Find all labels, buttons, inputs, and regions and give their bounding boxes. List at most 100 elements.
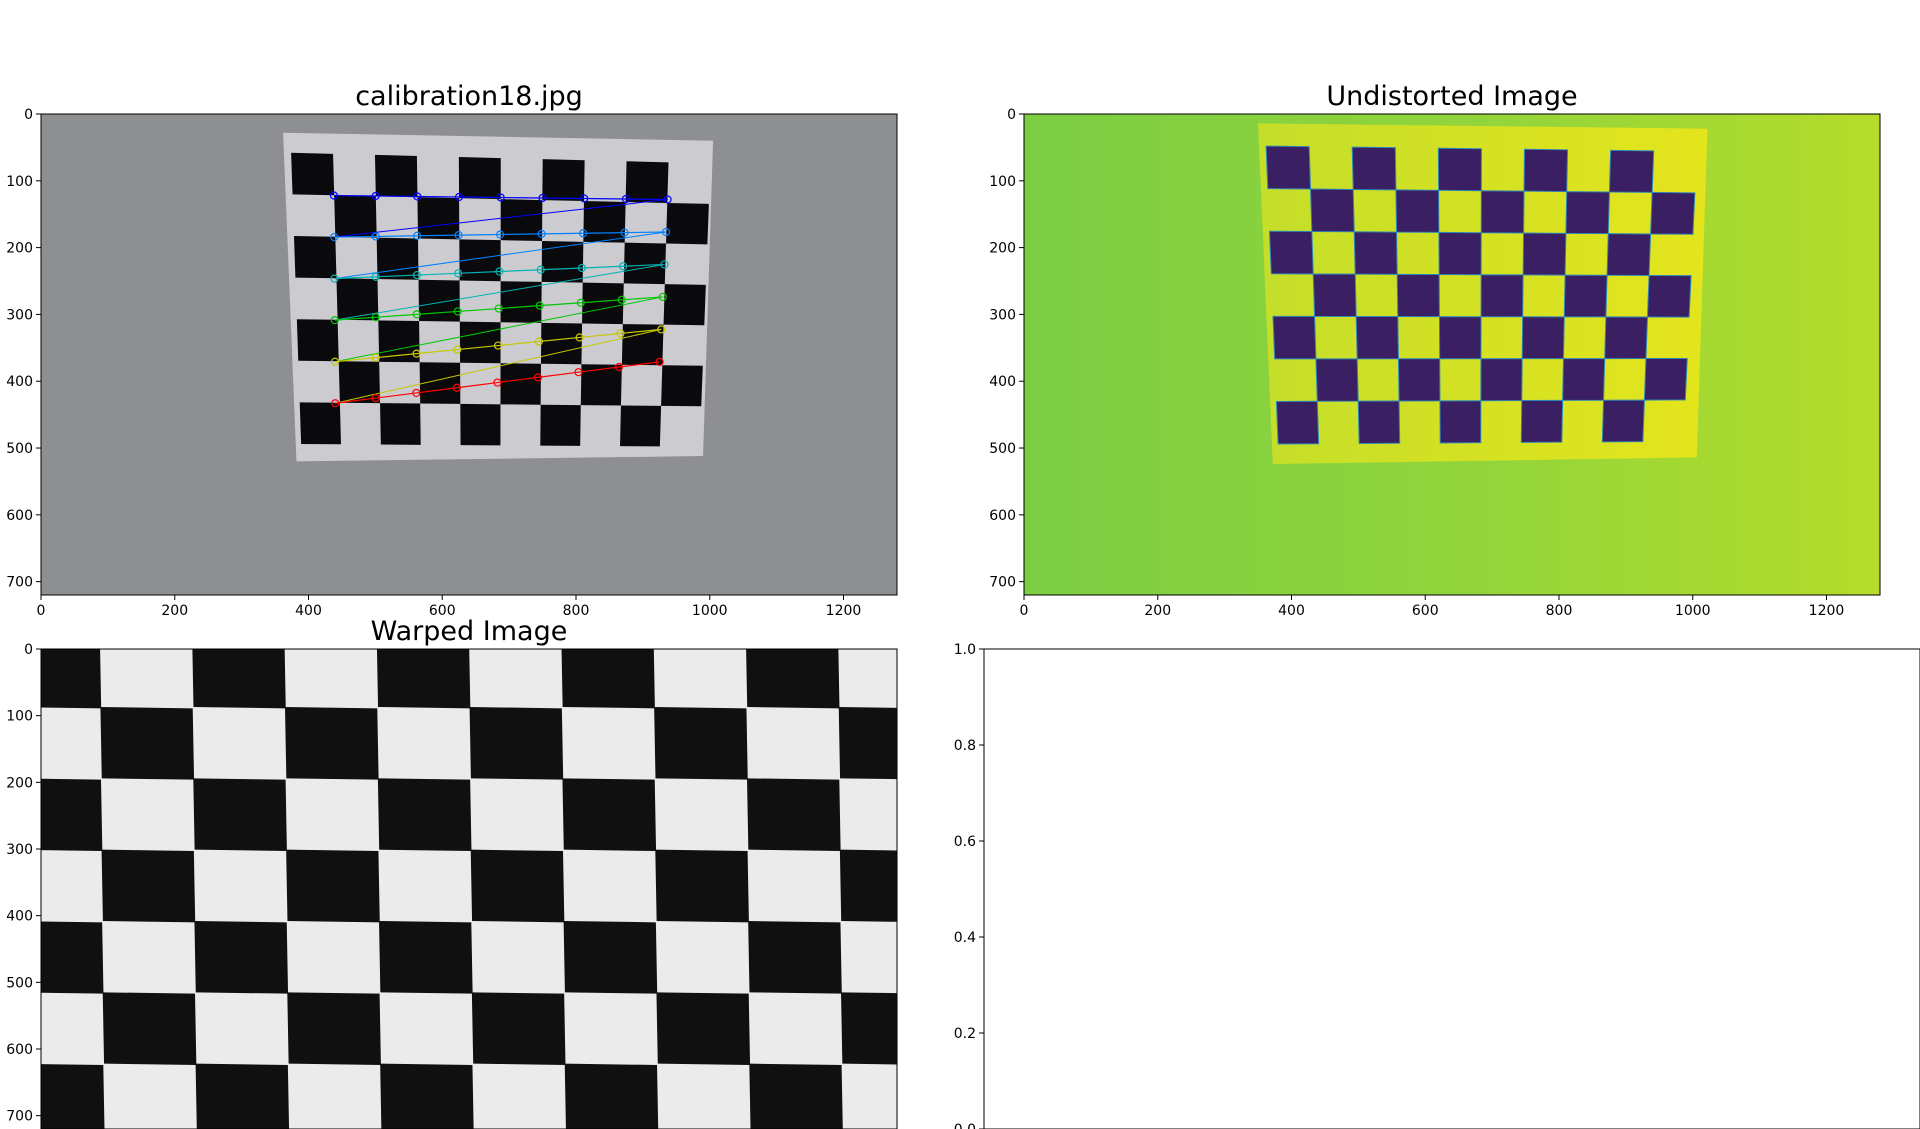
- checker-square: [561, 649, 655, 709]
- corner-point: [621, 194, 631, 204]
- axes-frame: [983, 648, 1920, 1129]
- corner-point: [537, 229, 546, 238]
- y-tick-label: 100: [6, 174, 33, 190]
- corner-point: [661, 227, 671, 237]
- corner-point: [371, 272, 380, 281]
- checker-square: [746, 649, 840, 709]
- checker-square: [336, 278, 379, 321]
- y-tick-label: 0: [24, 107, 33, 123]
- corner-row-line: [333, 194, 668, 201]
- checker-square: [195, 1063, 290, 1129]
- y-tick-label: 700: [989, 575, 1016, 591]
- corner-row-line: [334, 328, 662, 363]
- corner-point: [453, 345, 462, 354]
- checker-square: [1355, 315, 1399, 360]
- corner-point: [329, 191, 339, 200]
- corner-point: [371, 191, 380, 201]
- corner-point: [619, 262, 628, 271]
- corner-point: [412, 388, 421, 398]
- checker-square: [654, 707, 748, 780]
- checker-square: [284, 707, 379, 780]
- checker-square: [542, 159, 585, 202]
- corner-point: [371, 353, 380, 362]
- checker-square: [839, 849, 897, 922]
- checker-square: [583, 201, 626, 243]
- corner-point: [534, 337, 543, 346]
- y-tick-label: 0.4: [954, 930, 976, 946]
- checker-square: [1396, 273, 1440, 318]
- corner-row-line: [334, 231, 667, 238]
- checker-square: [1395, 189, 1440, 233]
- y-tick-label: 100: [989, 174, 1016, 190]
- corner-point: [495, 230, 505, 239]
- corner-point: [536, 265, 545, 274]
- checker-square: [1480, 190, 1525, 234]
- y-tick-label: 700: [6, 575, 33, 591]
- corner-point: [413, 231, 422, 240]
- corner-point: [371, 313, 380, 322]
- y-tick-label: 0.2: [954, 1026, 976, 1042]
- checker-square: [500, 199, 543, 242]
- axes-frame: [40, 648, 898, 1129]
- checker-square: [291, 152, 335, 196]
- corner-point: [658, 292, 667, 302]
- x-tick-label: 0: [1020, 603, 1029, 619]
- checker-square: [1523, 148, 1569, 193]
- checker-square: [841, 992, 897, 1065]
- checker-square: [293, 235, 337, 279]
- checker-square: [1438, 231, 1482, 276]
- y-tick-label: 700: [6, 1109, 33, 1125]
- image-undistorted: [1024, 114, 1880, 595]
- corner-point: [454, 231, 463, 240]
- y-tick-label: 100: [6, 709, 33, 725]
- checker-square: [1565, 191, 1610, 235]
- y-tick-label: 500: [989, 441, 1016, 457]
- y-tick-label: 0.8: [954, 738, 976, 754]
- corner-point: [493, 378, 502, 387]
- checker-square: [1438, 316, 1482, 360]
- checker-square: [500, 281, 542, 323]
- axes-1: 0 200 400 600 800 1000 1200 0 100 200 300 400 500 600…: [6, 81, 898, 619]
- checker-square: [748, 921, 842, 994]
- checker-square: [540, 404, 581, 446]
- axes-3: 0 100 200 300 400 500 600 700 Warped Image: [6, 616, 898, 1129]
- checker-square: [1520, 399, 1564, 443]
- y-tick-label: 0: [24, 642, 33, 658]
- y-tick-label: 300: [6, 842, 33, 858]
- checker-square: [380, 1063, 474, 1129]
- y-tick-label: 0.6: [954, 834, 976, 850]
- checker-square: [1522, 232, 1567, 276]
- x-tick-label: 400: [295, 603, 322, 619]
- checker-square: [623, 242, 667, 285]
- y-tick-label: 600: [6, 1042, 33, 1058]
- corner-point: [663, 195, 672, 204]
- checker-square: [562, 778, 657, 851]
- checker-square: [419, 362, 461, 404]
- checker-square: [1521, 316, 1565, 360]
- y-tick-label: 300: [6, 307, 33, 323]
- checker-square: [287, 992, 381, 1065]
- y-tick-label: 400: [6, 374, 33, 390]
- checker-square: [101, 849, 196, 923]
- checker-square: [747, 778, 841, 851]
- checker-square: [1312, 273, 1357, 317]
- checker-square: [1397, 358, 1441, 402]
- corner-point: [496, 193, 505, 202]
- checker-square: [41, 649, 102, 709]
- corner-point: [331, 399, 340, 408]
- checker-square: [1272, 315, 1317, 360]
- corner-point: [617, 295, 626, 304]
- checker-square: [376, 237, 419, 280]
- corner-point: [533, 373, 543, 382]
- checker-square: [192, 649, 286, 709]
- x-tick-label: 600: [429, 603, 456, 619]
- y-tick-label: 300: [989, 307, 1016, 323]
- checker-square: [1643, 358, 1688, 401]
- x-tick-label: 1000: [1675, 603, 1711, 619]
- checker-square: [1563, 274, 1608, 318]
- checker-square: [41, 1064, 105, 1129]
- checker-square: [41, 778, 103, 851]
- checker-square: [1480, 274, 1524, 318]
- y-tick-label: 500: [6, 975, 33, 991]
- corner-point: [495, 267, 504, 276]
